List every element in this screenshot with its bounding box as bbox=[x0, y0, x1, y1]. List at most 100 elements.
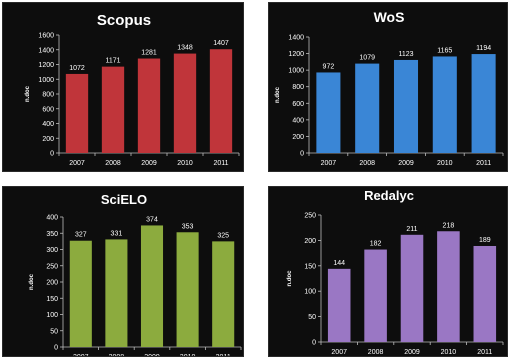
data-label: 182 bbox=[370, 241, 382, 248]
bar bbox=[316, 72, 341, 153]
y-tick-label: 100 bbox=[46, 312, 58, 319]
data-label: 325 bbox=[217, 232, 229, 239]
y-tick-label: 400 bbox=[292, 117, 304, 124]
chart-panel-wos: WoS n.doc 0 200 400 600 800 1000 1200 1400 972 2007… bbox=[268, 2, 508, 172]
x-tick-label: 2008 bbox=[359, 160, 375, 167]
y-tick-label: 50 bbox=[50, 328, 58, 335]
x-tick-label: 2007 bbox=[321, 160, 337, 167]
x-tick-label: 2008 bbox=[105, 160, 121, 167]
chart-title-scopus: Scopus bbox=[97, 12, 151, 29]
y-axis-label-scielo: n.doc bbox=[29, 273, 35, 290]
x-tick-label: 2009 bbox=[141, 160, 157, 167]
data-label: 144 bbox=[333, 260, 345, 267]
chart-svg-scopus: Scopus n.doc 0 200 400 600 800 1000 1200 1400 1600… bbox=[25, 12, 240, 167]
bar bbox=[400, 234, 424, 342]
y-tick-label: 350 bbox=[46, 231, 58, 238]
x-tick-label: 2011 bbox=[477, 349, 492, 356]
chart-panel-redalyc: Redalyc n.doc 0 50 100 150 200 250 144 2007 182 200… bbox=[268, 186, 508, 357]
data-label: 1407 bbox=[213, 40, 229, 47]
data-label: 1123 bbox=[398, 51, 413, 58]
y-tick-label: 1600 bbox=[38, 33, 54, 40]
data-label: 353 bbox=[182, 223, 194, 230]
x-tick-label: 2009 bbox=[144, 354, 160, 357]
data-label: 189 bbox=[479, 237, 491, 244]
bar bbox=[173, 53, 197, 153]
chart-svg-redalyc: Redalyc n.doc 0 50 100 150 200 250 144 2007 182 200… bbox=[287, 188, 504, 356]
y-tick-label: 0 bbox=[54, 345, 58, 352]
y-axis-label-redalyc: n.doc bbox=[287, 270, 293, 287]
y-axis-label-scopus: n.doc bbox=[25, 85, 31, 102]
data-label: 327 bbox=[75, 232, 87, 239]
y-tick-label: 1000 bbox=[288, 68, 304, 75]
bar bbox=[212, 241, 235, 347]
data-label: 1281 bbox=[141, 50, 157, 57]
bar bbox=[473, 245, 497, 342]
y-tick-label: 200 bbox=[42, 136, 54, 143]
chart-svg-wos: WoS n.doc 0 200 400 600 800 1000 1200 1400 972 2007… bbox=[275, 9, 504, 167]
x-tick-label: 2011 bbox=[216, 354, 231, 357]
x-tick-label: 2011 bbox=[213, 160, 228, 167]
data-label: 218 bbox=[443, 222, 455, 229]
y-tick-label: 600 bbox=[42, 106, 54, 113]
data-label: 1165 bbox=[437, 47, 452, 54]
chart-panel-scielo: SciELO n.doc 0 50 100 150 200 250 300 350 400 327 20… bbox=[2, 186, 244, 357]
x-tick-label: 2010 bbox=[441, 349, 457, 356]
y-tick-label: 200 bbox=[304, 238, 316, 245]
y-tick-label: 200 bbox=[46, 280, 58, 287]
x-tick-label: 2008 bbox=[368, 349, 384, 356]
y-tick-label: 150 bbox=[46, 296, 58, 303]
bar bbox=[176, 232, 199, 347]
y-tick-label: 1000 bbox=[38, 77, 54, 84]
y-tick-label: 1400 bbox=[288, 35, 304, 42]
y-tick-label: 50 bbox=[308, 314, 316, 321]
y-tick-label: 300 bbox=[46, 247, 58, 254]
x-tick-label: 2010 bbox=[437, 160, 453, 167]
data-label: 1171 bbox=[105, 58, 120, 65]
bar bbox=[101, 66, 125, 153]
y-tick-label: 250 bbox=[304, 213, 316, 220]
y-tick-label: 400 bbox=[46, 215, 58, 222]
x-tick-label: 2011 bbox=[476, 160, 491, 167]
bar bbox=[471, 54, 496, 153]
y-tick-label: 100 bbox=[304, 289, 316, 296]
y-tick-label: 0 bbox=[312, 340, 316, 347]
x-tick-label: 2010 bbox=[177, 160, 193, 167]
chart-panel-scopus: Scopus n.doc 0 200 400 600 800 1000 1200 1400 1600… bbox=[2, 2, 244, 172]
y-tick-label: 400 bbox=[42, 121, 54, 128]
bar bbox=[327, 268, 351, 342]
y-tick-label: 1200 bbox=[38, 62, 54, 69]
chart-title-redalyc: Redalyc bbox=[364, 188, 414, 203]
y-tick-label: 250 bbox=[46, 263, 58, 270]
y-tick-label: 600 bbox=[292, 101, 304, 108]
bar bbox=[140, 225, 164, 347]
y-tick-label: 800 bbox=[42, 92, 54, 99]
y-tick-label: 800 bbox=[292, 84, 304, 91]
x-tick-label: 2008 bbox=[109, 354, 125, 357]
bar bbox=[432, 56, 457, 153]
y-tick-label: 1200 bbox=[288, 51, 304, 58]
bar bbox=[105, 239, 128, 347]
data-label: 1079 bbox=[359, 55, 375, 62]
y-tick-label: 0 bbox=[300, 151, 304, 158]
chart-title-wos: WoS bbox=[374, 9, 405, 25]
bar bbox=[137, 58, 161, 154]
chart-svg-scielo: SciELO n.doc 0 50 100 150 200 250 300 350 400 327 20… bbox=[29, 192, 242, 357]
chart-title-scielo: SciELO bbox=[101, 192, 147, 207]
y-tick-label: 200 bbox=[292, 134, 304, 141]
bar bbox=[364, 249, 387, 342]
x-tick-label: 2007 bbox=[73, 354, 89, 357]
y-tick-label: 150 bbox=[304, 263, 316, 270]
data-label: 1348 bbox=[177, 45, 193, 52]
bar bbox=[209, 49, 233, 153]
bar bbox=[65, 73, 89, 153]
y-axis-label-wos: n.doc bbox=[275, 86, 281, 103]
x-tick-label: 2007 bbox=[331, 349, 347, 356]
data-label: 374 bbox=[146, 216, 158, 223]
y-tick-label: 0 bbox=[50, 151, 54, 158]
y-tick-label: 1400 bbox=[38, 47, 54, 54]
data-label: 211 bbox=[406, 226, 417, 233]
data-label: 331 bbox=[111, 230, 123, 237]
x-tick-label: 2010 bbox=[180, 354, 196, 357]
data-label: 1072 bbox=[69, 65, 85, 72]
data-label: 972 bbox=[323, 63, 335, 70]
